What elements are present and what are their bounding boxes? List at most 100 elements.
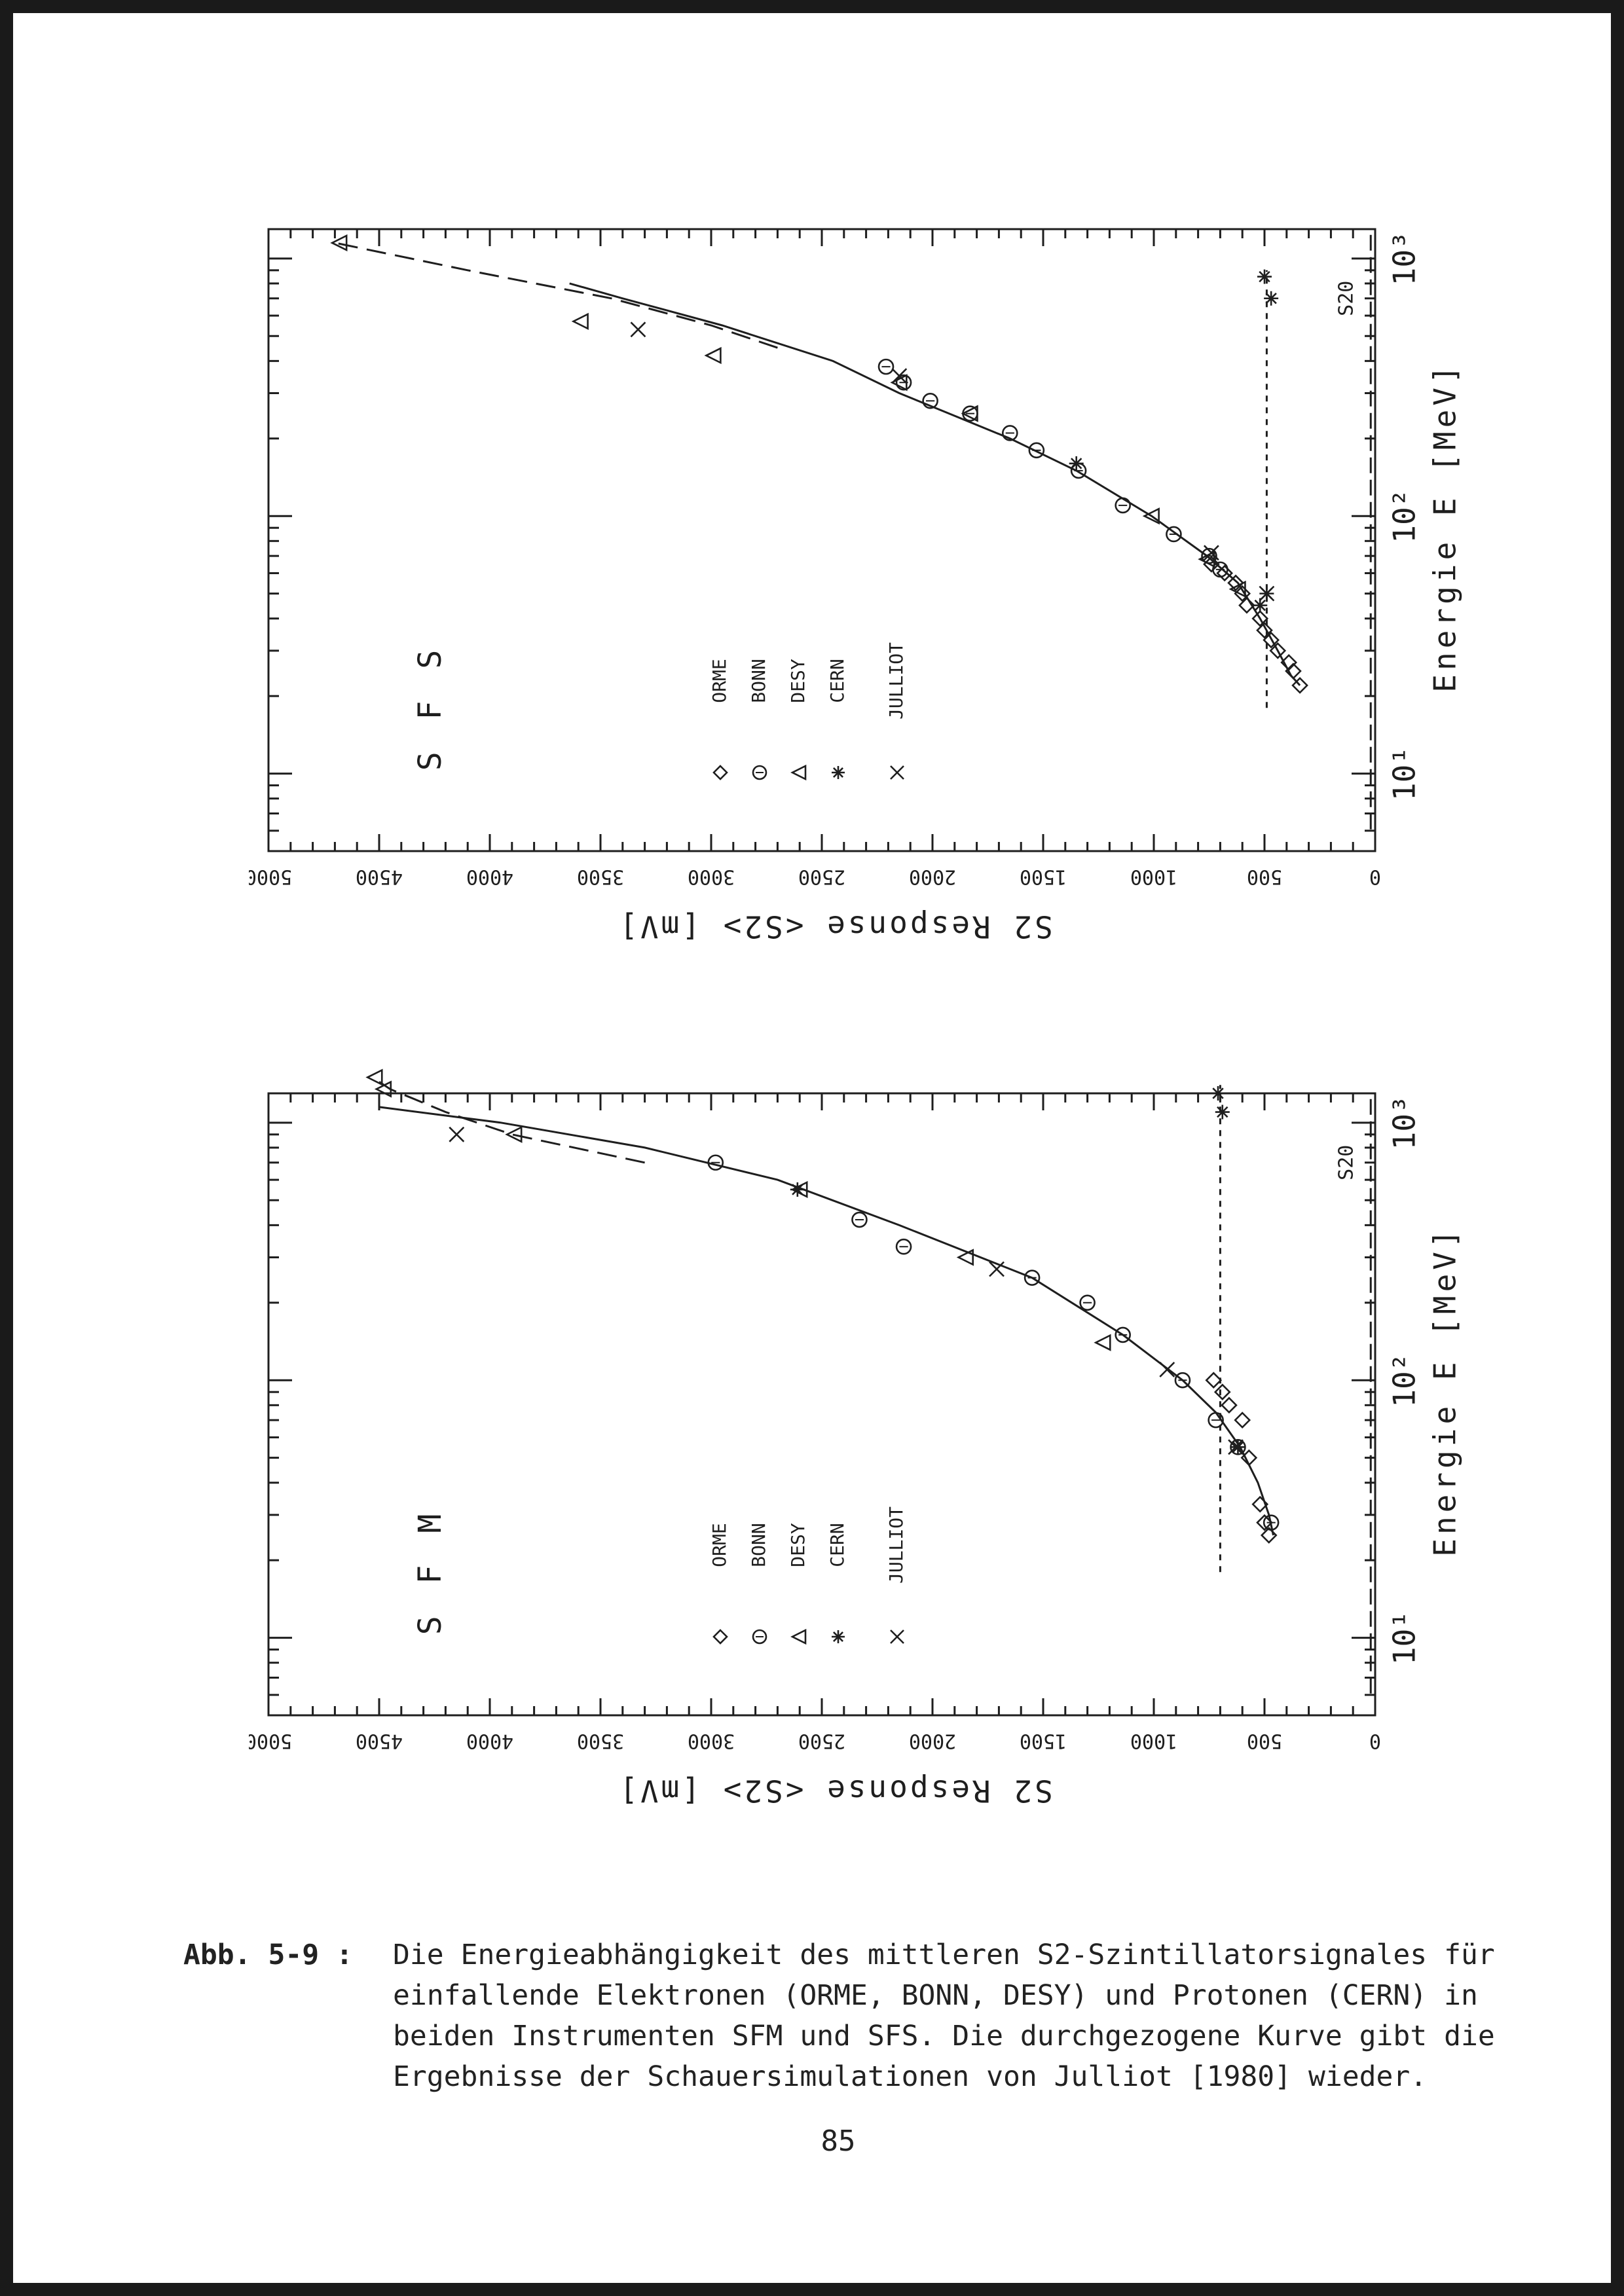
legend-label: CERN bbox=[826, 659, 848, 702]
marker-desy bbox=[961, 405, 978, 422]
data-point bbox=[790, 1180, 808, 1199]
data-point bbox=[1174, 1372, 1191, 1389]
threshold-label: S20 bbox=[1335, 1145, 1358, 1180]
series-desy bbox=[365, 1068, 1111, 1351]
legend-label: DESY bbox=[787, 659, 809, 703]
data-point bbox=[1240, 1449, 1258, 1467]
marker-julliot-stroke bbox=[890, 1630, 904, 1644]
data-point bbox=[1291, 677, 1308, 694]
marker-desy bbox=[505, 1125, 523, 1143]
panel-label: S F M bbox=[412, 1508, 449, 1635]
marker-julliot-stroke bbox=[630, 321, 646, 338]
marker-bonn bbox=[1115, 1326, 1131, 1343]
data-point bbox=[707, 1154, 724, 1171]
legend-label: JULLIOT bbox=[885, 642, 907, 720]
data-point bbox=[1263, 631, 1280, 649]
data-point bbox=[1263, 1514, 1280, 1531]
marker-bonn bbox=[1115, 497, 1131, 514]
marker-cern-stroke bbox=[1232, 1441, 1244, 1453]
data-point bbox=[571, 312, 589, 330]
value-tick-label: 3000 bbox=[688, 866, 735, 888]
legend-label: CERN bbox=[826, 1523, 848, 1567]
marker-orme bbox=[1238, 596, 1255, 614]
data-point bbox=[1115, 497, 1131, 514]
marker-orme bbox=[1269, 642, 1287, 659]
value-tick-label: 4000 bbox=[466, 1730, 513, 1753]
x-axis-title: Energie E [MeV] bbox=[1428, 361, 1463, 692]
data-point bbox=[1069, 456, 1084, 471]
series-cern bbox=[1069, 269, 1279, 613]
marker-bonn bbox=[752, 1629, 767, 1645]
legend-entry-julliot: JULLIOT bbox=[885, 1506, 907, 1644]
value-tick-label: 500 bbox=[1247, 866, 1282, 888]
energy-tick-label: 10¹ bbox=[1387, 1611, 1422, 1665]
value-tick-label: 500 bbox=[1247, 1730, 1282, 1753]
caption-line: Ergebnisse der Schauersimulationen von J… bbox=[393, 2060, 1428, 2093]
data-point bbox=[1208, 1412, 1224, 1429]
data-point bbox=[962, 405, 978, 422]
threshold-label: S20 bbox=[1335, 281, 1358, 316]
value-tick-label: 3000 bbox=[688, 1730, 735, 1753]
value-tick-label: 0 bbox=[1369, 866, 1381, 888]
series-orme bbox=[1205, 1372, 1278, 1544]
data-point bbox=[1257, 269, 1272, 284]
data-point bbox=[1115, 1326, 1131, 1343]
marker-cern-stroke bbox=[1212, 1087, 1224, 1099]
data-point bbox=[1221, 1396, 1238, 1414]
marker-julliot-stroke bbox=[891, 368, 908, 384]
value-tick-label: 2000 bbox=[909, 1730, 956, 1753]
marker-orme bbox=[1234, 1412, 1251, 1429]
legend-label: ORME bbox=[709, 1523, 730, 1567]
marker-cern-stroke bbox=[1254, 599, 1266, 611]
marker-desy bbox=[1198, 550, 1215, 568]
caption-label: Abb. 5-9 : bbox=[183, 1939, 353, 1971]
page: { "chart_data": [ { "id": "sfs", "type":… bbox=[13, 13, 1611, 2283]
data-point bbox=[956, 1248, 974, 1266]
caption-body: Die Energieabhängigkeit des mittleren S2… bbox=[393, 1935, 1506, 2097]
value-tick-label: 3500 bbox=[577, 866, 624, 888]
marker-desy bbox=[790, 764, 807, 781]
marker-desy bbox=[1142, 507, 1160, 525]
data-point bbox=[989, 1261, 1005, 1277]
chart-sfs-svg: 0 500 1000 1500 2000 2500 3000 3500 4000 4500 5000… bbox=[249, 228, 1463, 945]
panel-label: S F S bbox=[412, 644, 449, 771]
data-point bbox=[1251, 610, 1269, 627]
data-point bbox=[1234, 585, 1251, 602]
series-desy bbox=[330, 234, 1246, 598]
marker-desy bbox=[1228, 580, 1246, 598]
data-point bbox=[374, 1080, 392, 1098]
marker-bonn bbox=[1024, 1269, 1041, 1286]
x-axis-title: Energie E [MeV] bbox=[1428, 1226, 1463, 1556]
energy-tick-label: 10² bbox=[1387, 489, 1422, 543]
data-point bbox=[895, 1238, 912, 1255]
marker-orme bbox=[1251, 610, 1269, 627]
data-point bbox=[1024, 1269, 1041, 1286]
marker-desy bbox=[704, 346, 722, 365]
curve-electron-extension bbox=[372, 1076, 645, 1164]
legend-entry-desy: DESY bbox=[787, 659, 809, 781]
series-julliot bbox=[449, 1126, 1244, 1455]
marker-desy bbox=[790, 1180, 808, 1199]
data-point bbox=[1234, 1412, 1251, 1429]
marker-bonn bbox=[1079, 1294, 1096, 1311]
marker-desy bbox=[330, 234, 348, 252]
chart-sfm: 0 500 1000 1500 2000 2500 3000 3500 4000 4500 5000… bbox=[249, 1061, 1467, 1886]
data-point bbox=[1280, 654, 1298, 671]
value-tick-label: 3500 bbox=[577, 1730, 624, 1753]
marker-orme bbox=[1213, 1383, 1231, 1401]
marker-bonn bbox=[851, 1211, 868, 1228]
data-point bbox=[961, 405, 978, 422]
marker-julliot-stroke bbox=[449, 1126, 465, 1142]
value-tick-label: 1000 bbox=[1130, 866, 1177, 888]
marker-julliot-stroke bbox=[1203, 545, 1219, 561]
marker-orme bbox=[1251, 1495, 1269, 1513]
marker-orme bbox=[1205, 1372, 1223, 1389]
y-axis-title: S2 Response <S2> [mV] bbox=[617, 909, 1053, 945]
value-tick-label: 1500 bbox=[1020, 1730, 1067, 1753]
marker-orme bbox=[1280, 654, 1298, 671]
value-tick-label: 2500 bbox=[798, 866, 845, 888]
marker-cern-stroke bbox=[833, 1631, 843, 1642]
marker-desy bbox=[790, 1628, 807, 1645]
data-point bbox=[1259, 585, 1275, 602]
marker-desy bbox=[1094, 1334, 1111, 1351]
